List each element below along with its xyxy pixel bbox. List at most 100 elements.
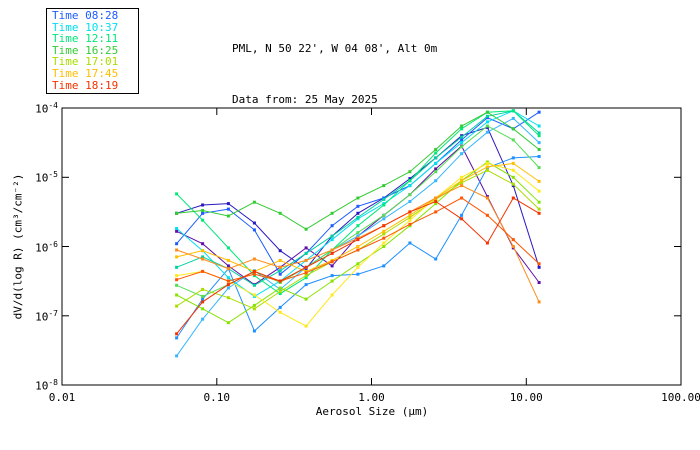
x-axis-label: Aerosol Size (μm) [315,405,429,418]
series-marker-blue [460,138,464,142]
series-marker-dodger-blue [434,257,438,261]
series-marker-navy [201,203,205,207]
series-marker-lime [252,303,256,307]
series-marker-teal [356,215,360,219]
series-marker-yellow [511,168,515,172]
series-marker-navy [252,221,256,225]
series-marker-teal [201,255,205,259]
series-marker-red [460,217,464,221]
series-marker-orange [434,196,438,200]
series-marker-orange-red [356,248,360,252]
series-marker-dodger-blue [278,305,282,309]
legend-item: Time 10:37 [52,20,119,34]
series-marker-sky-blue [356,234,360,238]
series-marker-gold [537,179,541,183]
series-marker-orange [278,265,282,269]
series-marker-teal [434,156,438,160]
series-marker-spring-green [201,218,205,222]
x-tick-label: 10.00 [509,391,543,404]
series-marker-red [485,241,489,245]
series-marker-gold [382,229,386,233]
series-marker-sky-blue [201,317,205,321]
series-marker-lime [330,279,334,283]
legend-item: Time 17:01 [52,55,119,69]
series-marker-cyan [434,161,438,165]
series-marker-gold [278,258,282,262]
series-marker-orange-red [201,269,205,273]
y-tick-label: 10-5 [35,170,58,185]
series-marker-green [175,211,179,215]
series-marker-red [252,269,256,273]
series-marker-red [408,210,412,214]
series-marker-green [330,211,334,215]
series-marker-green [537,148,541,151]
chart-subtitle: Data from: 25 May 2025 [232,93,378,106]
series-marker-sky-blue [537,141,541,145]
series-marker-dodger-blue [175,336,179,340]
series-marker-orange [201,257,205,261]
chart-title-block: PML, N 50 22', W 04 08', Alt 0m Data fro… [232,6,437,142]
series-marker-orange [485,196,489,200]
series-marker-red [537,211,541,215]
series-marker-sky-blue [226,286,230,290]
series-marker-lime [434,202,438,206]
series-marker-green [304,227,308,231]
series-marker-yellow-green [460,181,464,185]
series-marker-orange [226,267,230,271]
series-marker-sky-blue [434,179,438,183]
series-marker-yellow-green [537,207,541,211]
series-marker-spring-green [356,224,360,228]
series-marker-spring-green [434,151,438,155]
series-marker-yellow [304,324,308,328]
series-marker-dodger-blue [356,272,360,276]
series-marker-blue [356,204,360,208]
series-marker-orange [304,258,308,262]
series-marker-red [356,238,360,242]
series-marker-navy [278,249,282,253]
series-marker-orange [175,248,179,252]
legend-item: Time 08:28 [52,9,119,22]
series-marker-purple [330,264,334,268]
series-marker-dodger-blue [537,155,541,158]
series-marker-teal [304,251,308,255]
series-marker-spring-green [175,192,179,196]
series-marker-teal [485,114,489,118]
series-marker-green [511,127,515,131]
series-marker-cyan [485,120,489,124]
series-marker-gold [511,161,515,165]
series-marker-spring-green [226,246,230,250]
series-marker-spring-green [304,276,308,280]
series-marker-green [226,214,230,218]
series-marker-orange-red [460,196,464,200]
series-marker-spring-green [278,292,282,296]
series-marker-lime [175,293,179,297]
series-marker-red [226,283,230,287]
series-marker-cyan [460,141,464,145]
series-marker-gold [460,179,464,183]
series-marker-teal [175,265,179,269]
series-marker-green [434,148,438,151]
series-marker-spring-green [408,179,412,183]
series-marker-light-green [434,170,438,174]
series-marker-cyan [226,276,230,280]
x-tick-label: 1.00 [358,391,385,404]
series-marker-blue [330,224,334,228]
series-marker-lime [537,200,541,204]
series-marker-navy [537,265,541,269]
series-marker-orange-red [434,210,438,214]
series-marker-green [460,124,464,128]
series-marker-yellow-green [382,232,386,236]
series-marker-orange-red [408,222,412,226]
series-marker-yellow [460,175,464,179]
axes-frame [61,107,682,386]
series-marker-spring-green [537,134,541,138]
series-marker-teal [382,197,386,201]
series-marker-blue [175,242,179,246]
series-marker-red [382,224,386,228]
series-marker-navy [356,211,360,215]
series-marker-dodger-blue [460,213,464,217]
series-marker-orange-red [252,272,256,276]
series-marker-yellow-green [252,307,256,311]
series-marker-yellow [252,293,256,297]
